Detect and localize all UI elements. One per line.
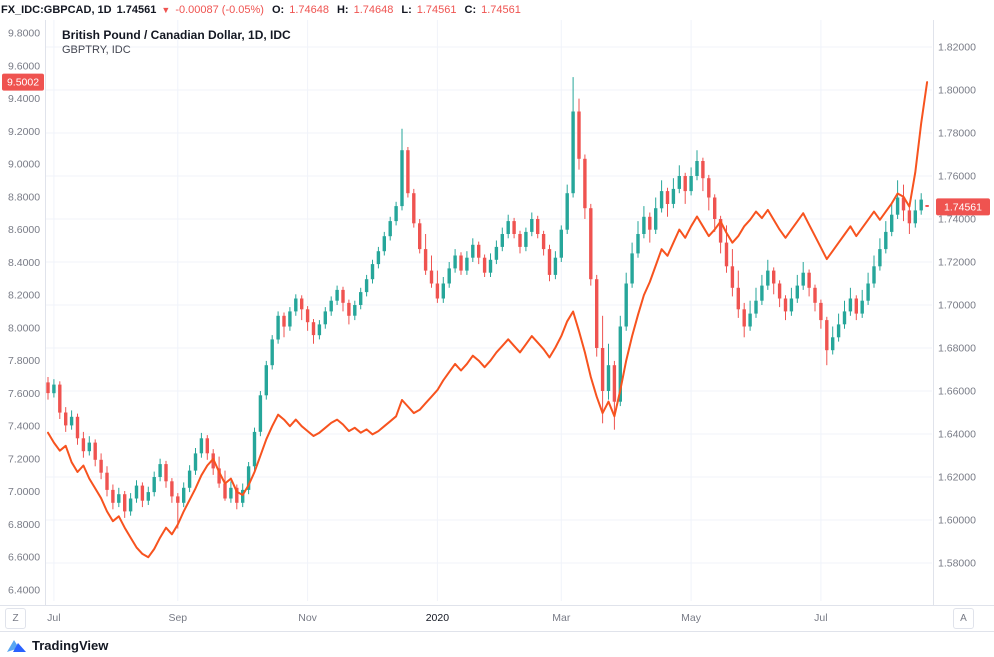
svg-text:1.82000: 1.82000 [938,42,976,54]
open-value: 1.74648 [289,4,329,16]
svg-text:1.62000: 1.62000 [938,472,976,484]
svg-text:1.74561: 1.74561 [944,201,982,213]
main-series-title[interactable]: British Pound / Canadian Dollar, 1D, IDC [62,28,291,42]
time-axis-label: May [681,612,702,624]
gbptry-last-price-badge: 9.5002 [2,73,44,91]
chart-legend: British Pound / Canadian Dollar, 1D, IDC… [62,28,291,58]
symbol-info-bar: FX_IDC:GBPCAD, 1D 1.74561 ▼ -0.00087 (-0… [0,0,994,20]
grid-lines [46,20,932,601]
time-axis-label: Mar [552,612,571,624]
svg-text:6.6000: 6.6000 [8,552,40,564]
svg-text:9.0000: 9.0000 [8,159,40,171]
svg-text:1.76000: 1.76000 [938,171,976,183]
svg-text:8.0000: 8.0000 [8,322,40,334]
tradingview-wordmark[interactable]: TradingView [32,637,109,653]
last-price: 1.74561 [116,4,157,16]
time-axis-label: 2020 [425,612,450,624]
svg-text:9.5002: 9.5002 [7,77,39,89]
svg-text:1.72000: 1.72000 [938,257,976,269]
svg-text:1.70000: 1.70000 [938,300,976,312]
time-axis-label: Nov [298,612,317,624]
svg-text:7.0000: 7.0000 [8,486,40,498]
svg-text:6.4000: 6.4000 [8,585,40,597]
svg-text:7.8000: 7.8000 [8,355,40,367]
low-label: L: [401,4,412,16]
svg-text:1.58000: 1.58000 [938,558,976,570]
svg-text:8.2000: 8.2000 [8,290,40,302]
time-axis-label: Sep [168,612,188,624]
time-axis-label: Jul [814,612,828,624]
price-down-icon: ▼ [161,5,171,15]
svg-text:1.78000: 1.78000 [938,128,976,140]
low-value: 1.74561 [416,4,457,16]
high-label: H: [336,4,349,16]
close-label: C: [464,4,477,16]
gbptry-line-series [47,81,929,559]
svg-text:6.8000: 6.8000 [8,519,40,531]
gbpcad-last-price-badge: 1.74561 [936,198,990,216]
auto-scale-button[interactable]: A [953,608,974,629]
time-axis-label: Jul [47,612,61,624]
overlay-series-title[interactable]: GBPTRY, IDC [62,44,131,56]
svg-text:1.60000: 1.60000 [938,515,976,527]
open-label: O: [271,4,285,16]
tradingview-logo-icon[interactable] [6,637,27,653]
high-value: 1.74648 [353,4,394,16]
svg-text:7.4000: 7.4000 [8,421,40,433]
svg-text:7.6000: 7.6000 [8,388,40,400]
svg-text:8.6000: 8.6000 [8,224,40,236]
svg-text:8.4000: 8.4000 [8,257,40,269]
svg-text:7.2000: 7.2000 [8,453,40,465]
price-chart[interactable]: 9.8000 9.6000 9.4000 9.2000 9.0000 8.8000 8.60… [0,20,994,605]
time-axis[interactable]: Z A Jul Sep Nov 2020 Mar May Jul [0,605,994,631]
timezone-button[interactable]: Z [5,608,26,629]
svg-text:1.64000: 1.64000 [938,429,976,441]
close-value: 1.74561 [481,4,521,16]
svg-text:1.68000: 1.68000 [938,343,976,355]
svg-text:1.66000: 1.66000 [938,386,976,398]
svg-text:9.2000: 9.2000 [8,126,40,138]
gbpcad-candlestick-series [46,77,929,529]
svg-text:9.6000: 9.6000 [8,60,40,72]
left-price-scale[interactable]: 9.8000 9.6000 9.4000 9.2000 9.0000 8.8000 8.60… [8,28,40,597]
right-price-scale[interactable]: 1.82000 1.80000 1.78000 1.76000 1.74000 1.720… [938,42,976,570]
svg-text:1.74000: 1.74000 [938,214,976,226]
svg-text:9.4000: 9.4000 [8,93,40,105]
svg-text:9.8000: 9.8000 [8,28,40,40]
price-change: -0.00087 (-0.05%) [175,4,264,16]
svg-text:1.80000: 1.80000 [938,85,976,97]
chart-pane[interactable]: 9.8000 9.6000 9.4000 9.2000 9.0000 8.8000 8.60… [0,20,994,605]
footer-bar: TradingView [0,631,994,657]
svg-text:8.8000: 8.8000 [8,191,40,203]
symbol-name[interactable]: FX_IDC:GBPCAD, 1D [1,4,112,16]
